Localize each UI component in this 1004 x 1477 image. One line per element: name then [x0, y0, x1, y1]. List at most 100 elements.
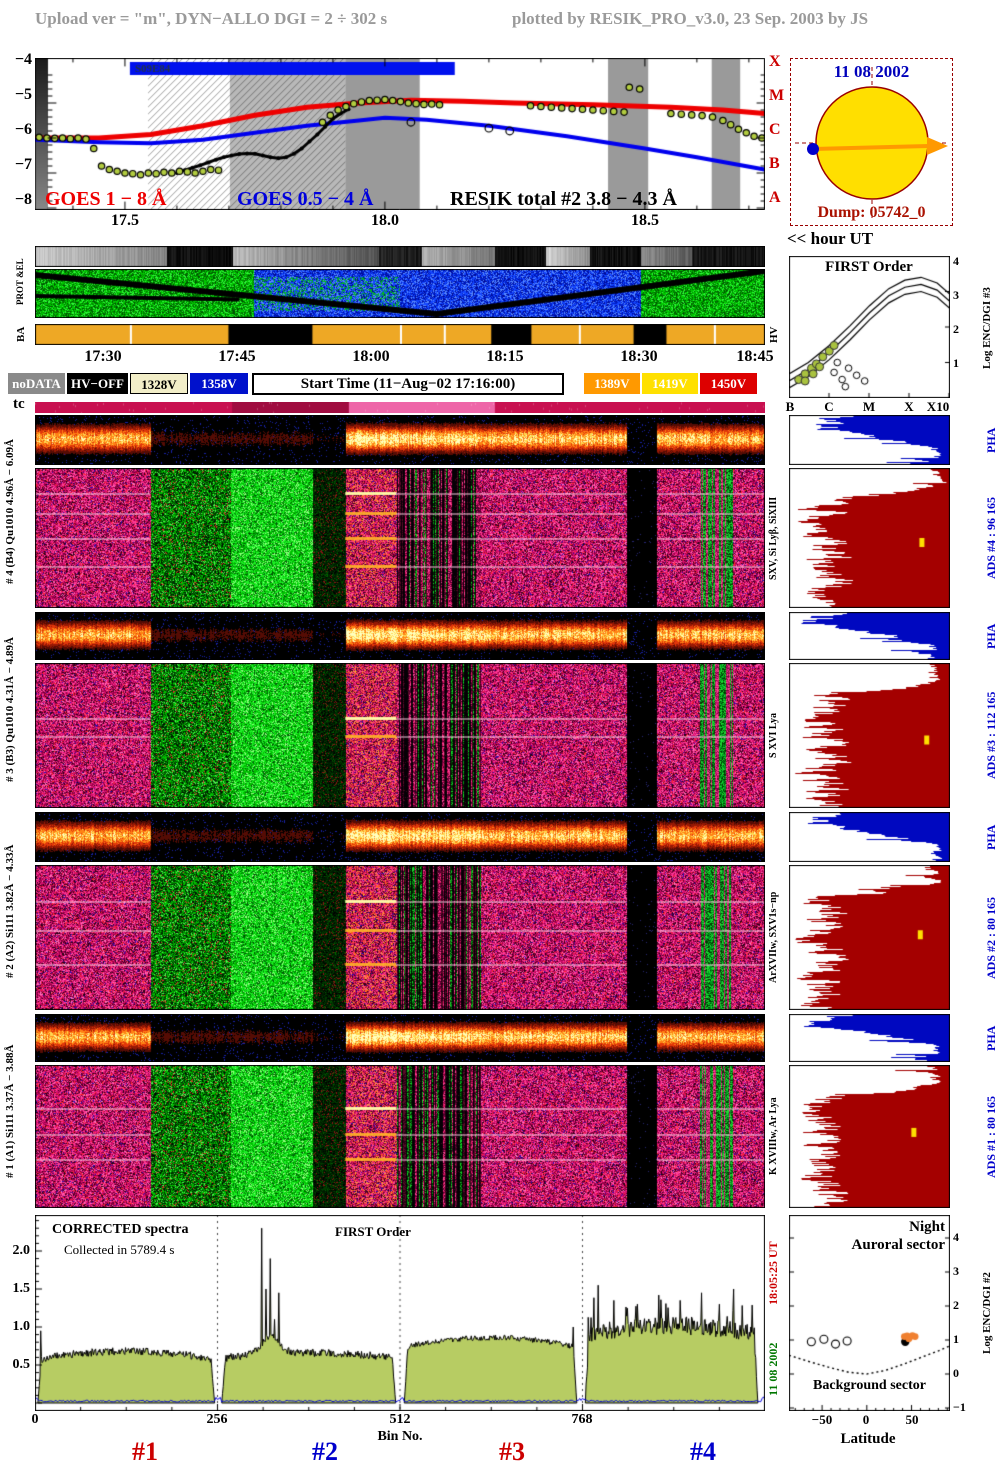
lat-xtick: 0	[862, 1412, 870, 1427]
goes-class-letter: M	[769, 87, 785, 104]
lat-ytick: 4	[953, 1230, 959, 1244]
ch2-pha-strip	[35, 812, 765, 862]
time-tick: 18:15	[486, 348, 524, 365]
tc-label: tc	[13, 396, 25, 412]
ch3-ads-histogram	[789, 663, 950, 808]
fo-axis-label: Log ENC/DGI #3	[981, 287, 993, 369]
side-date-label: 11 08 2002	[766, 1342, 780, 1396]
start-time-box: Start Time (11−Aug−02 17:16:00)	[252, 373, 564, 395]
lat-ytick: 0	[953, 1366, 959, 1380]
ch2-pha-label: PHA	[984, 824, 998, 850]
ch1-ads-label: ADS #1 : 80 165	[984, 1095, 998, 1178]
ch2-pha-histogram	[789, 812, 950, 862]
ch2-left-label: # 2 (A2) Si111 3.82Å − 4.33Å	[4, 844, 16, 978]
pointer-arrow-head	[927, 137, 948, 155]
sun-disk-graphic	[795, 67, 949, 219]
ch1-pha-histogram	[789, 1014, 950, 1062]
goes-class-letter: B	[769, 155, 780, 172]
latitude-chart	[789, 1215, 950, 1411]
fo-xtick: X	[904, 399, 914, 414]
ch2-ads-histogram	[789, 865, 950, 1010]
legend-1358v: 1358V	[190, 373, 248, 394]
fo-ytick: 1	[953, 356, 959, 370]
spec-xtick: 512	[389, 1412, 411, 1427]
time-tick: 18:00	[352, 348, 390, 365]
spec-xtick: 0	[31, 1412, 39, 1427]
tc-bar	[35, 402, 765, 413]
ch4-pha-histogram	[789, 415, 950, 465]
flare-site-dot	[807, 143, 819, 155]
ch4-pha-label: PHA	[984, 427, 998, 453]
resik-total-legend: RESIK total #2 3.8 − 4.3 Å	[450, 188, 677, 210]
goes-ytick: −6	[14, 121, 32, 138]
spec-ytick: 1.5	[12, 1281, 31, 1296]
ch2-lines-label: ArXVIIw, SXV1s−np	[768, 891, 779, 984]
lat-xtick: −50	[811, 1412, 833, 1427]
ch3-ads-label: ADS #3 : 112 165	[984, 691, 998, 780]
lat-axis-label: Log ENC/DGI #2	[981, 1272, 993, 1354]
ch4-pha-strip	[35, 415, 765, 465]
auroral-sector-label: Auroral sector	[851, 1237, 945, 1253]
ch4-left-label: # 4 (B4) Qu1010 4.96Å − 6.09Å	[4, 439, 16, 584]
ch1-pha-strip	[35, 1014, 765, 1062]
ch3-left-label: # 3 (B3) Qu1010 4.31Å − 4.89Å	[4, 637, 16, 783]
spec-xtick: 256	[206, 1412, 228, 1427]
hour-ut-label: << hour UT	[787, 229, 874, 248]
ch1-pha-label: PHA	[984, 1025, 998, 1051]
goes-class-letter: C	[769, 121, 781, 138]
collected-subtitle: Collected in 5789.4 s	[64, 1242, 175, 1257]
legend-1419v: 1419V	[642, 373, 698, 394]
goes-ytick: −7	[14, 156, 32, 173]
ch1-spectrogram	[35, 1065, 765, 1208]
lat-ytick: 2	[953, 1298, 959, 1312]
spec-seg-label-2: #2	[312, 1437, 338, 1466]
time-tick: 17:45	[218, 348, 256, 365]
first-order-chart	[789, 256, 950, 398]
legend-1328v: 1328V	[130, 373, 188, 394]
goes-xtick: 18.0	[371, 212, 399, 229]
goes-ytick: −4	[14, 51, 32, 68]
time-tick: 17:30	[84, 348, 122, 365]
lat-ytick: 3	[953, 1264, 959, 1278]
goes-class-letter: A	[769, 189, 781, 206]
dump-label: Dump: 05742_0	[817, 204, 926, 221]
spec-seg-label-1: #1	[132, 1437, 158, 1466]
fo-xtick: X10	[926, 399, 950, 414]
spec-xtick: 768	[571, 1412, 593, 1427]
goes-long-legend: GOES 1 − 8 Å	[45, 188, 167, 210]
goes-class-letter: X	[769, 53, 781, 70]
legend-hv-off: HV−OFF	[67, 373, 128, 394]
spec-seg-label-3: #3	[499, 1437, 525, 1466]
ch1-lines-label: K XVIIIw, Ar Lya	[768, 1097, 779, 1176]
ch2-spectrogram	[35, 865, 765, 1010]
proton-electron-strip	[35, 246, 765, 267]
side-time-label: 18:05:25 UT	[766, 1241, 780, 1305]
corrected-spectra-chart	[35, 1215, 765, 1411]
pointer-arrow-shaft	[812, 144, 930, 151]
legend-1389v: 1389V	[584, 373, 640, 394]
fo-xtick: M	[862, 399, 876, 414]
goes-flux-chart	[35, 58, 765, 210]
sun-date: 11 08 2002	[833, 62, 910, 81]
spec-ytick: 0.5	[12, 1357, 31, 1372]
spec-ytick: 1.0	[12, 1319, 31, 1334]
sun-location-panel: 11 08 2002 Dump: 05742_0	[790, 58, 953, 226]
ch3-pha-label: PHA	[984, 623, 998, 649]
fo-xtick: B	[785, 399, 795, 414]
goes-ytick: −8	[14, 191, 32, 208]
electron-flux-panel	[35, 269, 765, 318]
header-right: plotted by RESIK_PRO_v3.0, 23 Sep. 2003 …	[512, 9, 869, 28]
time-tick: 18:30	[620, 348, 658, 365]
prot-el-label: PROT &EL	[15, 258, 25, 306]
latitude-x-label: Latitude	[840, 1431, 896, 1447]
fo-xtick: C	[824, 399, 834, 414]
ch4-ads-label: ADS #4 : 96 165	[984, 497, 998, 580]
ch3-spectrogram	[35, 663, 765, 808]
ch1-left-label: # 1 (A1) Si111 3.37Å − 3.88Å	[4, 1044, 16, 1178]
ba-label: BA	[15, 326, 27, 343]
ch3-lines-label: S XVI Lya	[768, 713, 779, 759]
ch4-ads-histogram	[789, 468, 950, 608]
fo-ytick: 3	[953, 288, 959, 302]
goes-ytick: −5	[14, 86, 32, 103]
time-tick: 18:45	[736, 348, 774, 365]
